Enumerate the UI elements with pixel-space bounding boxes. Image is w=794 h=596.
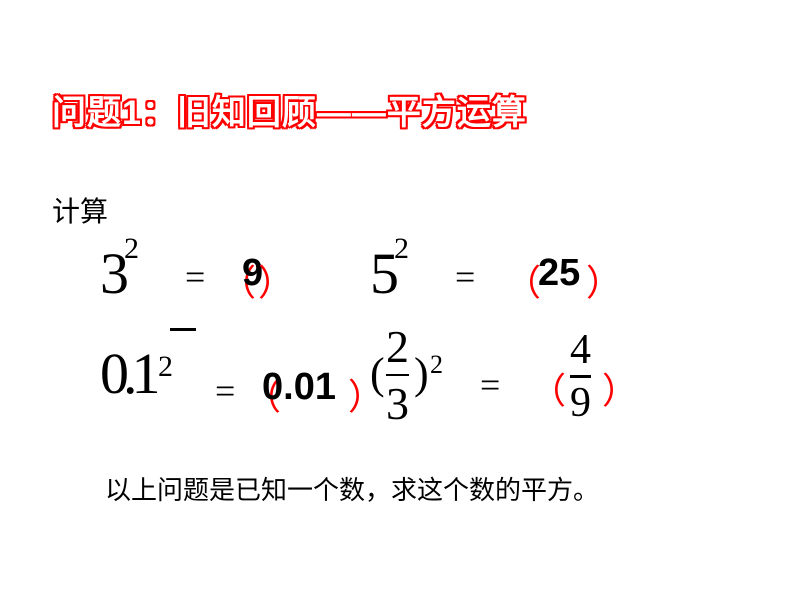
title-text: 问题1：旧知回顾——平方运算 [52, 94, 527, 132]
numerator: 4 [570, 326, 591, 374]
equals: = [455, 256, 475, 298]
answer: 25 [538, 252, 580, 295]
equals: = [185, 256, 205, 298]
right-paren: ） [258, 254, 294, 306]
right-paren: ） [586, 254, 622, 306]
fraction-bar [570, 375, 591, 378]
left-paren: （ [505, 254, 541, 306]
frac-rparen: ) [414, 348, 429, 399]
exponent: 2 [394, 232, 409, 266]
denominator: 3 [386, 377, 409, 430]
subtitle: 计算 [52, 190, 108, 230]
denominator: 9 [570, 379, 591, 427]
page-title: 问题1：旧知回顾——平方运算 [52, 85, 527, 134]
right-paren: ） [602, 362, 638, 414]
answer-fraction: 4 9 [570, 326, 591, 427]
conclusion: 以上问题是已知一个数，求这个数的平方。 [105, 470, 599, 507]
equals: = [215, 370, 235, 412]
answer: 0.01 [262, 366, 336, 409]
exponent: 2 [124, 232, 139, 266]
exponent: 2 [158, 350, 173, 384]
exponent: 2 [430, 350, 443, 380]
base: 0.1 [100, 340, 155, 407]
base-fraction: 2 3 [386, 320, 409, 430]
equals: = [480, 364, 500, 406]
frac-lparen: ( [370, 348, 385, 399]
fraction-bar [386, 374, 409, 376]
slide: 问题1：旧知回顾——平方运算 计算 3 2 = （ 9 ） 5 2 = （ 25… [0, 0, 794, 596]
left-paren: （ [530, 362, 566, 414]
numerator: 2 [386, 320, 409, 373]
overline [170, 328, 196, 331]
